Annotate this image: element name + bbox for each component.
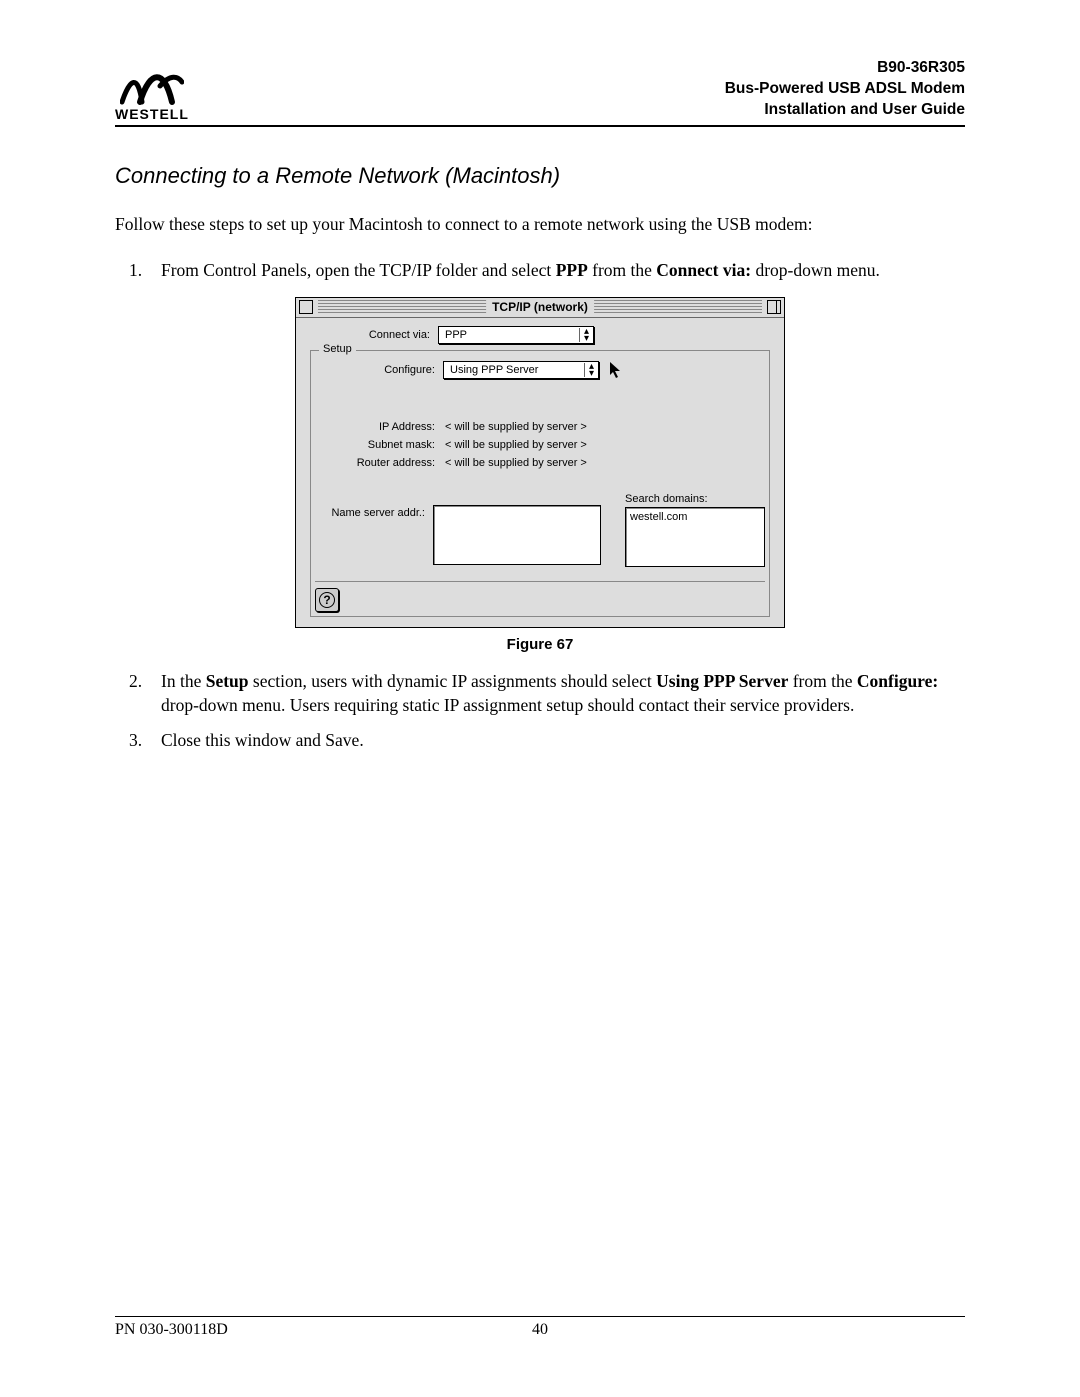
page-footer: PN 030-300118D 40 bbox=[115, 1316, 965, 1339]
page-number: 40 bbox=[532, 1321, 548, 1339]
close-icon[interactable] bbox=[299, 300, 313, 314]
subnet-label: Subnet mask: bbox=[315, 439, 443, 451]
setup-fieldset: Setup Configure: Using PPP Server ▴▾ bbox=[310, 350, 770, 617]
configure-value: Using PPP Server bbox=[450, 364, 538, 376]
header-right: B90-36R305 Bus-Powered USB ADSL Modem In… bbox=[725, 58, 965, 121]
step-3: 3. Close this window and Save. bbox=[139, 728, 965, 753]
doc-title-1: Bus-Powered USB ADSL Modem bbox=[725, 79, 965, 100]
window-titlebar[interactable]: TCP/IP (network) bbox=[296, 298, 784, 318]
nameserver-label: Name server addr.: bbox=[315, 493, 433, 519]
connect-via-label: Connect via: bbox=[310, 329, 438, 341]
connect-via-select[interactable]: PPP ▴▾ bbox=[438, 326, 594, 344]
help-button[interactable]: ? bbox=[315, 588, 339, 612]
ip-value: < will be supplied by server > bbox=[443, 421, 587, 433]
connect-via-value: PPP bbox=[445, 329, 467, 341]
window-title: TCP/IP (network) bbox=[486, 300, 594, 314]
subnet-value: < will be supplied by server > bbox=[443, 439, 587, 451]
section-title: Connecting to a Remote Network (Macintos… bbox=[115, 163, 965, 189]
search-domains-value: westell.com bbox=[630, 511, 687, 523]
select-arrows-icon: ▴▾ bbox=[584, 363, 596, 377]
intro-text: Follow these steps to set up your Macint… bbox=[115, 213, 965, 237]
tcpip-window: TCP/IP (network) Connect via: PPP ▴▾ Set… bbox=[295, 297, 785, 628]
zoom-icon[interactable] bbox=[767, 300, 781, 314]
router-value: < will be supplied by server > bbox=[443, 457, 587, 469]
search-domains-label: Search domains: bbox=[625, 493, 765, 505]
search-domains-input[interactable]: westell.com bbox=[625, 507, 765, 567]
westell-swoosh-icon bbox=[120, 68, 184, 106]
figure-caption: Figure 67 bbox=[115, 636, 965, 653]
ip-label: IP Address: bbox=[315, 421, 443, 433]
step-1: 1. From Control Panels, open the TCP/IP … bbox=[139, 258, 965, 283]
help-icon: ? bbox=[319, 592, 335, 608]
configure-select[interactable]: Using PPP Server ▴▾ bbox=[443, 361, 599, 379]
doc-title-2: Installation and User Guide bbox=[725, 100, 965, 121]
nameserver-input[interactable] bbox=[433, 505, 601, 565]
page-header: WESTELL B90-36R305 Bus-Powered USB ADSL … bbox=[115, 58, 965, 127]
doc-number: B90-36R305 bbox=[725, 58, 965, 79]
step-2: 2. In the Setup section, users with dyna… bbox=[139, 669, 965, 718]
logo: WESTELL bbox=[115, 68, 189, 121]
setup-legend: Setup bbox=[319, 343, 356, 355]
logo-text: WESTELL bbox=[115, 107, 189, 121]
router-label: Router address: bbox=[315, 457, 443, 469]
configure-label: Configure: bbox=[315, 364, 443, 376]
select-arrows-icon: ▴▾ bbox=[579, 328, 591, 342]
cursor-arrow-icon bbox=[609, 361, 623, 379]
